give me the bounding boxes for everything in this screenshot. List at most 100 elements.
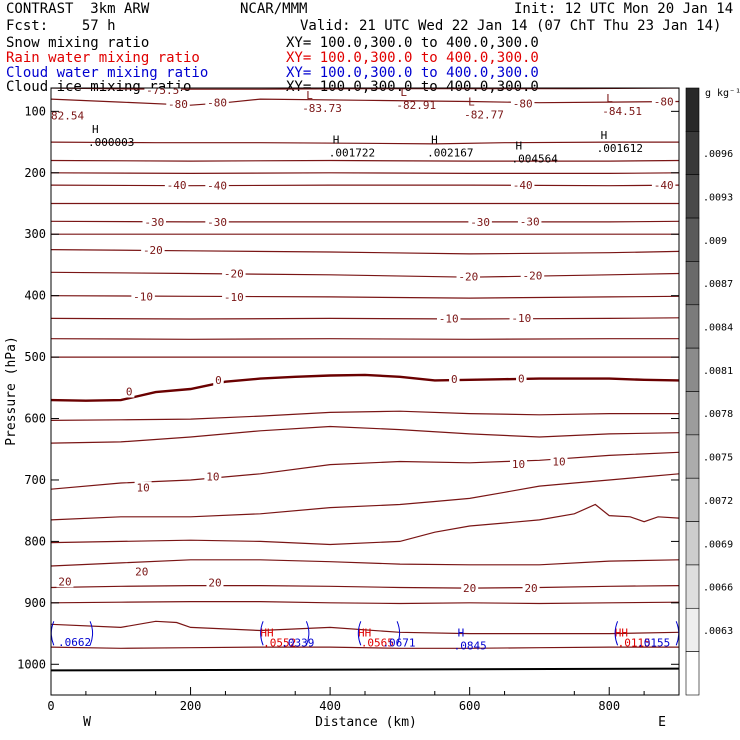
field-rain-xy: XY= 100.0,300.0 to 400.0,300.0 xyxy=(286,50,539,66)
temperature-contour-minus80-2 xyxy=(51,141,679,145)
extremum-value: 82.54 xyxy=(51,110,84,123)
surface-cloud-label: .0565 xyxy=(361,636,394,649)
low-marker: L xyxy=(468,95,475,108)
contour-label-bg xyxy=(510,97,535,110)
contour-label-bg xyxy=(164,179,189,192)
field-rain-name: Rain water mixing ratio xyxy=(6,50,200,66)
contour-label: -10 xyxy=(224,291,244,304)
surface-cloud-label: .0662 xyxy=(58,636,91,649)
colorbar-bin xyxy=(685,347,700,392)
temperature-contour-25-24 xyxy=(51,620,679,635)
contour-label-bg xyxy=(222,267,246,280)
extremum-value: -83.73 xyxy=(302,102,342,115)
temperature-contour-minus40-5 xyxy=(51,184,679,187)
extremum-value: .001612 xyxy=(597,142,643,155)
colorbar-label: .0075 xyxy=(703,453,733,464)
temperature-contour-minus30-7 xyxy=(51,220,679,223)
colorbar-label: .0081 xyxy=(703,366,733,377)
contour-label-bg xyxy=(205,179,229,192)
contour-label-bg xyxy=(206,576,224,589)
terrain-surface-line xyxy=(51,667,679,672)
contour-label-bg xyxy=(134,481,152,494)
extremum-value: -84.51 xyxy=(602,105,642,118)
contour-label-bg xyxy=(520,269,545,282)
cloud-water-bracket-right xyxy=(396,621,401,646)
temperature-contour-10-19 xyxy=(51,473,679,521)
contour-label: -20 xyxy=(224,268,244,281)
west-label: W xyxy=(83,715,91,730)
contour-label: 0 xyxy=(215,374,222,387)
contour-label: -10 xyxy=(133,290,153,303)
temperature-contour-20-20 xyxy=(51,503,679,546)
contour-label-bg xyxy=(449,373,460,386)
colorbar-label: .0078 xyxy=(703,409,733,420)
colorbar-label: .009 xyxy=(703,236,727,247)
contour-label-bg xyxy=(123,385,135,398)
temperature-contour-20-22 xyxy=(51,584,679,589)
x-tick-label: 600 xyxy=(459,699,481,713)
extremum-value: -82.77 xyxy=(464,108,504,121)
temperature-contour-25-23 xyxy=(51,600,679,605)
contour-label: -30 xyxy=(207,216,227,229)
contour-label: 20 xyxy=(58,575,71,588)
extremum-value: .0845 xyxy=(454,640,487,653)
surface-cloud-label: .0155 xyxy=(637,636,670,649)
colorbar-bin xyxy=(685,607,700,652)
y-tick-label: 600 xyxy=(24,412,46,426)
y-tick-label: 1000 xyxy=(17,657,46,671)
contour-label: -80 xyxy=(654,96,674,109)
field-cloudwater-name: Cloud water mixing ratio xyxy=(6,65,209,81)
high-marker: H xyxy=(431,133,438,146)
high-marker: H xyxy=(516,140,523,153)
x-tick-label: 200 xyxy=(180,699,202,713)
contour-label-bg xyxy=(56,575,74,588)
colorbar-label: .0066 xyxy=(703,583,733,594)
x-tick-label: 800 xyxy=(598,699,620,713)
cloud-water-bracket-right xyxy=(305,621,310,646)
contour-label-bg xyxy=(651,179,676,192)
contour-label: -80 xyxy=(207,97,227,110)
contour-label: 20 xyxy=(524,582,537,595)
extremum-value: -82.91 xyxy=(396,99,436,112)
colorbar-label: .0087 xyxy=(703,279,733,290)
contour-label: 10 xyxy=(136,481,149,494)
colorbar-bin xyxy=(685,131,700,176)
temperature-contour-0-15 xyxy=(51,373,679,402)
field-cloudwater-xy: XY= 100.0,300.0 to 400.0,300.0 xyxy=(286,65,539,81)
colorbar-bin xyxy=(685,434,700,479)
contour-label-bg xyxy=(204,470,222,483)
colorbar-bin xyxy=(685,521,700,566)
high-marker: H xyxy=(333,133,340,146)
y-tick-label: 400 xyxy=(24,289,46,303)
contour-label: 10 xyxy=(206,470,219,483)
temperature-contour-20-21 xyxy=(51,559,679,567)
field-snow-xy: XY= 100.0,300.0 to 400.0,300.0 xyxy=(286,35,539,51)
contour-label-bg xyxy=(550,455,568,468)
contour-label-bg xyxy=(133,565,151,578)
colorbar-bin xyxy=(685,651,700,696)
contour-label: 0 xyxy=(518,373,525,386)
colorbar-bin xyxy=(685,391,700,436)
temperature-contour-30-25 xyxy=(51,646,679,649)
model-title: CONTRAST 3km ARW xyxy=(6,1,150,17)
y-tick-label: 800 xyxy=(24,534,46,548)
contour-label-bg xyxy=(222,290,246,303)
contour-label-bg xyxy=(651,95,676,108)
y-tick-label: 300 xyxy=(24,227,46,241)
temperature-contour-minus45-4 xyxy=(51,172,679,174)
colorbar-bin xyxy=(685,261,700,306)
temperature-contour-minus10-11 xyxy=(51,295,679,299)
surface-cloud-label: .0115 xyxy=(618,636,651,649)
contour-label-bg xyxy=(517,215,542,228)
colorbar-label: .0096 xyxy=(703,149,733,160)
contour-label: -40 xyxy=(654,179,674,192)
contour-label: 20 xyxy=(463,582,476,595)
colorbar-label: .0069 xyxy=(703,539,733,550)
contour-label: 20 xyxy=(135,566,148,579)
contour-label: -10 xyxy=(511,312,531,325)
contour-label-bg xyxy=(510,179,535,192)
contour-label-bg xyxy=(509,311,534,324)
temperature-contour-minus20-9 xyxy=(51,249,679,255)
colorbar-bin xyxy=(685,87,700,132)
extremum-value: .004564 xyxy=(512,153,559,166)
